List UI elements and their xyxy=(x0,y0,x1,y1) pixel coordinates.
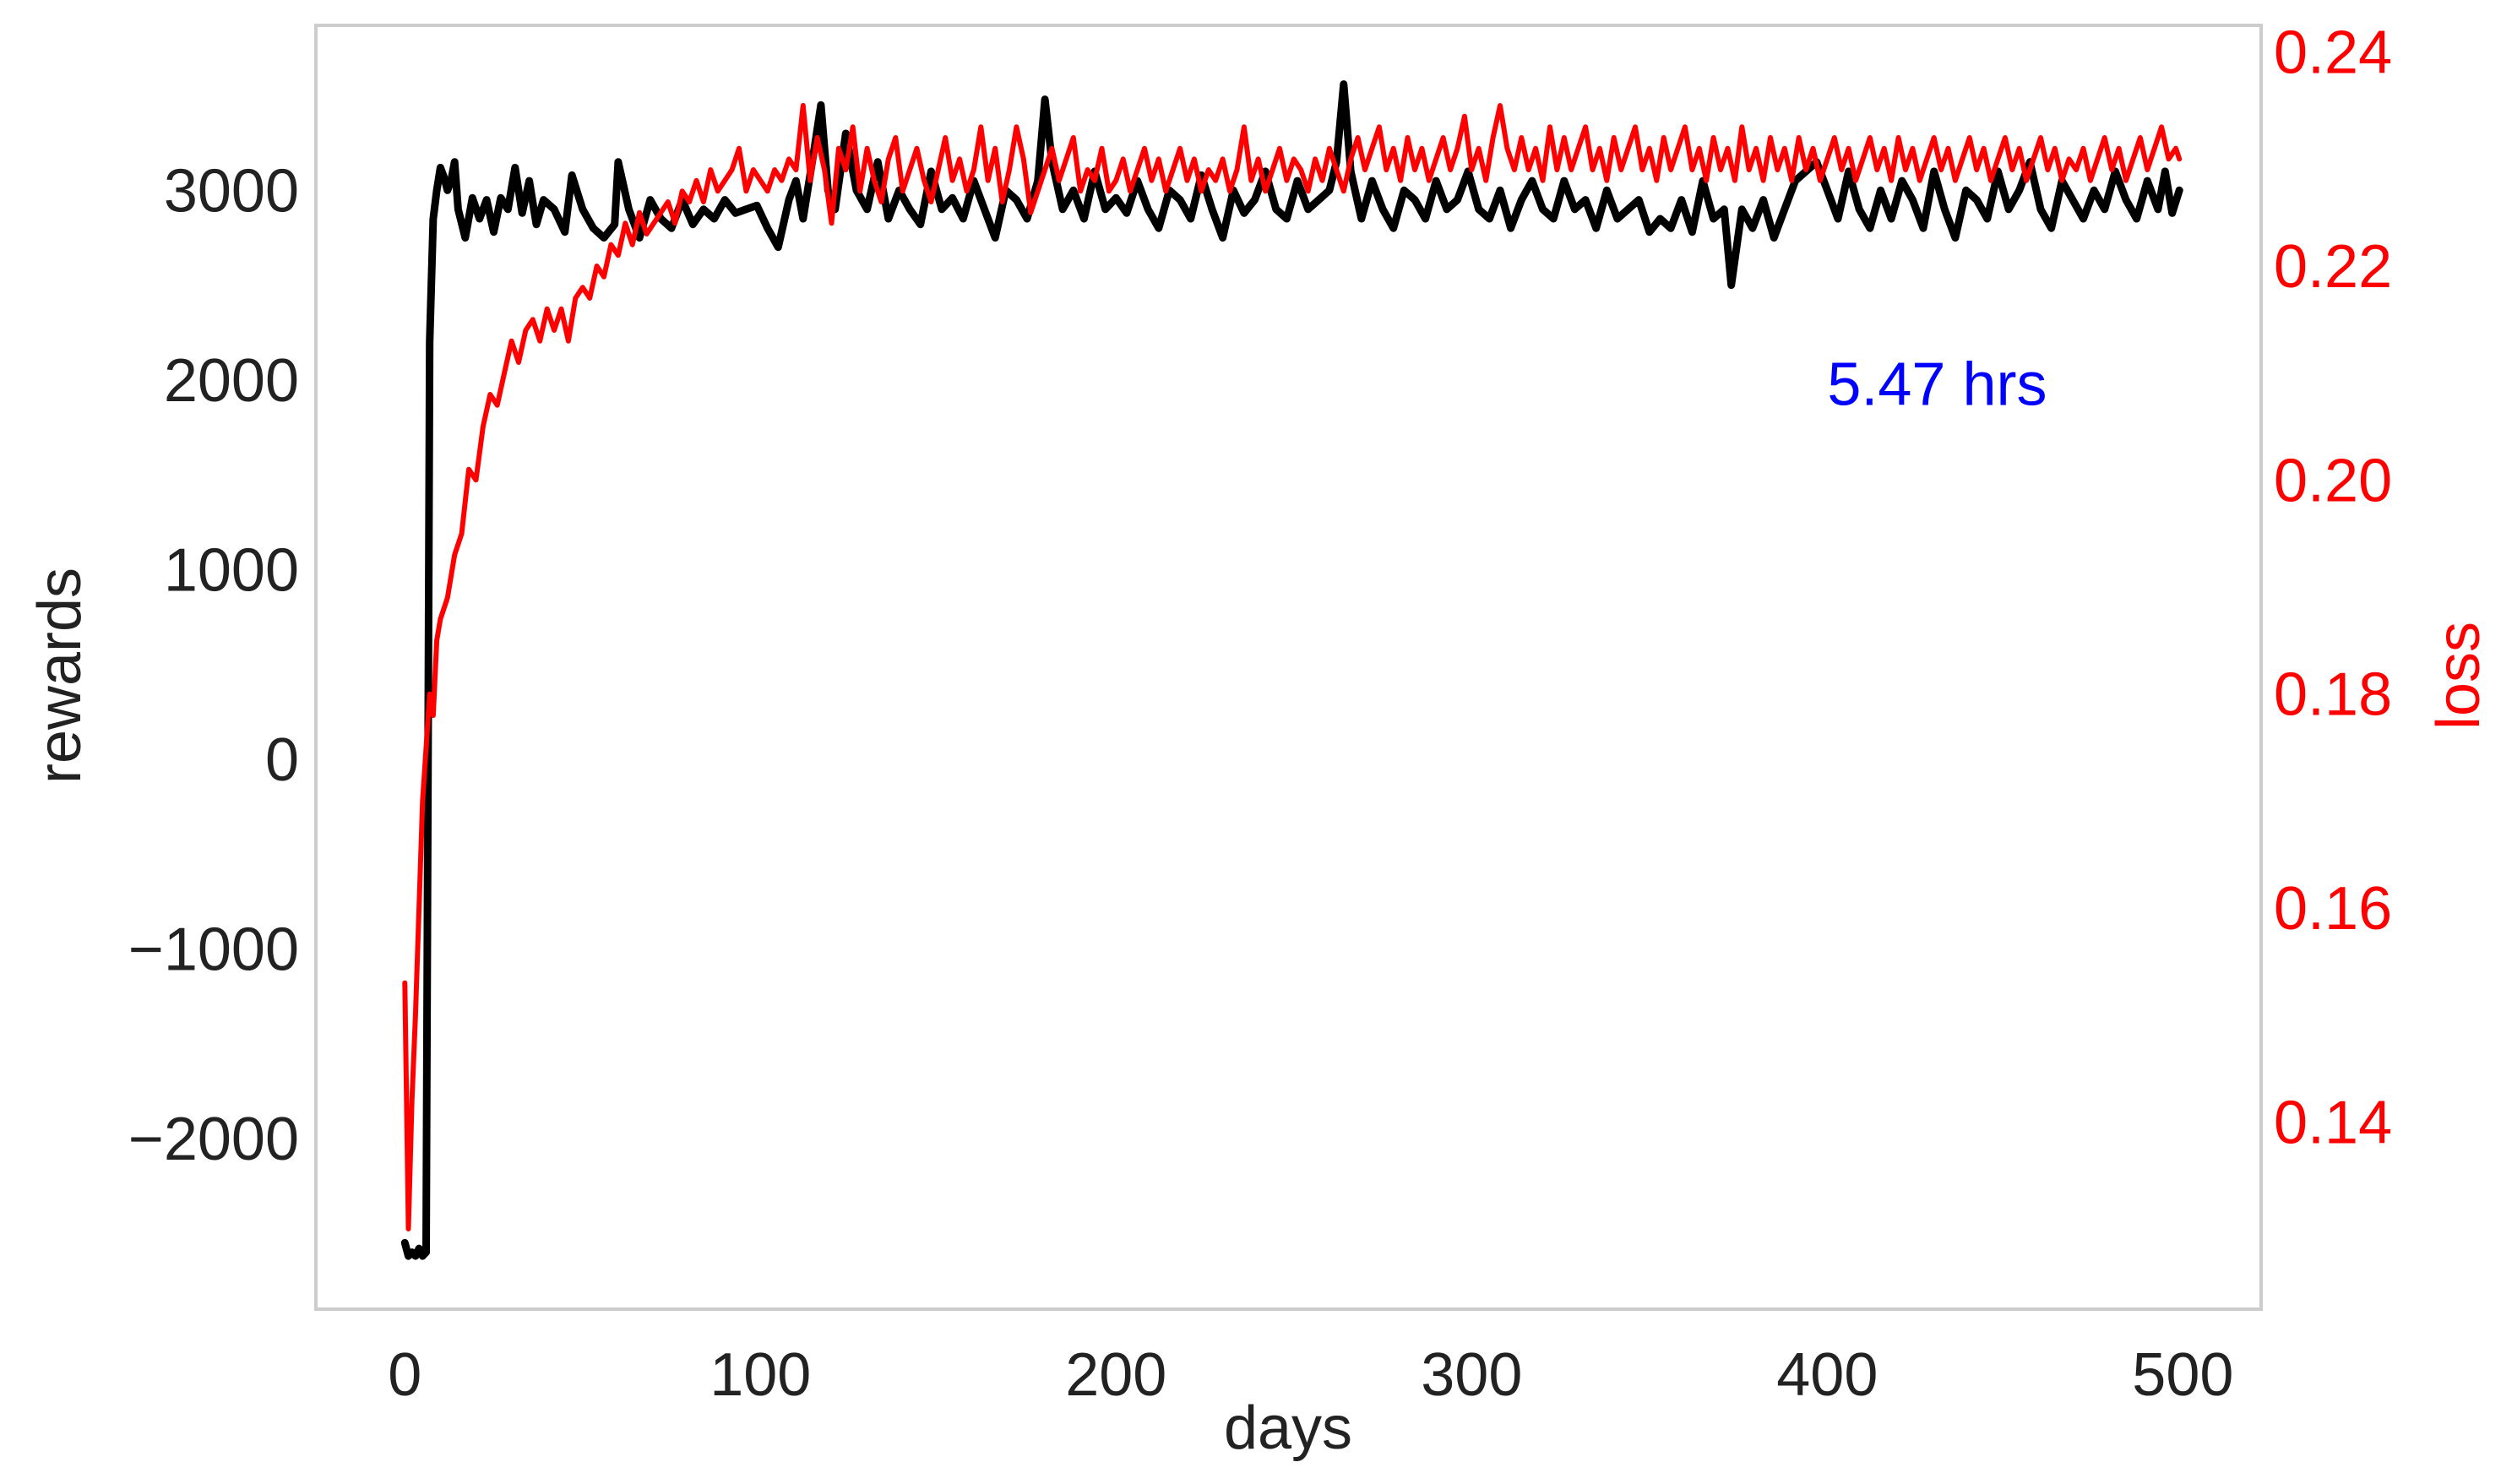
right-y-tick-label: 0.24 xyxy=(2274,19,2392,87)
x-tick-label: 200 xyxy=(1065,1341,1166,1409)
left-y-tick-labels: −2000 −1000 0 1000 2000 3000 xyxy=(128,157,299,1173)
right-y-tick-label: 0.16 xyxy=(2274,875,2392,943)
right-y-tick-labels: 0.14 0.16 0.18 0.20 0.22 0.24 xyxy=(2274,19,2392,1157)
left-y-tick-label: 3000 xyxy=(164,157,299,225)
x-tick-label: 500 xyxy=(2132,1341,2233,1409)
loss-line xyxy=(402,103,2183,1231)
runtime-annotation: 5.47 hrs xyxy=(1827,351,2047,419)
rewards-line xyxy=(400,80,2183,1260)
plot-frame xyxy=(314,24,2263,1311)
x-tick-label: 300 xyxy=(1421,1341,1522,1409)
left-y-tick-label: 0 xyxy=(265,726,299,794)
right-y-axis-title: loss xyxy=(2425,622,2493,730)
right-y-tick-label: 0.14 xyxy=(2274,1089,2392,1156)
x-tick-labels: 0 100 200 300 400 500 xyxy=(388,1341,2233,1409)
left-y-tick-label: 1000 xyxy=(164,536,299,604)
left-y-tick-label: −2000 xyxy=(128,1106,299,1173)
right-y-tick-label: 0.22 xyxy=(2274,233,2392,301)
x-tick-label: 400 xyxy=(1776,1341,1878,1409)
left-y-axis-title: rewards xyxy=(26,568,94,784)
x-tick-label: 0 xyxy=(388,1341,421,1409)
left-y-tick-label: −1000 xyxy=(128,916,299,983)
series-layer xyxy=(400,80,2183,1260)
right-y-tick-label: 0.20 xyxy=(2274,447,2392,514)
left-y-tick-label: 2000 xyxy=(164,347,299,415)
right-y-tick-label: 0.18 xyxy=(2274,661,2392,729)
x-tick-label: 100 xyxy=(710,1341,811,1409)
x-axis-title: days xyxy=(1224,1394,1352,1462)
